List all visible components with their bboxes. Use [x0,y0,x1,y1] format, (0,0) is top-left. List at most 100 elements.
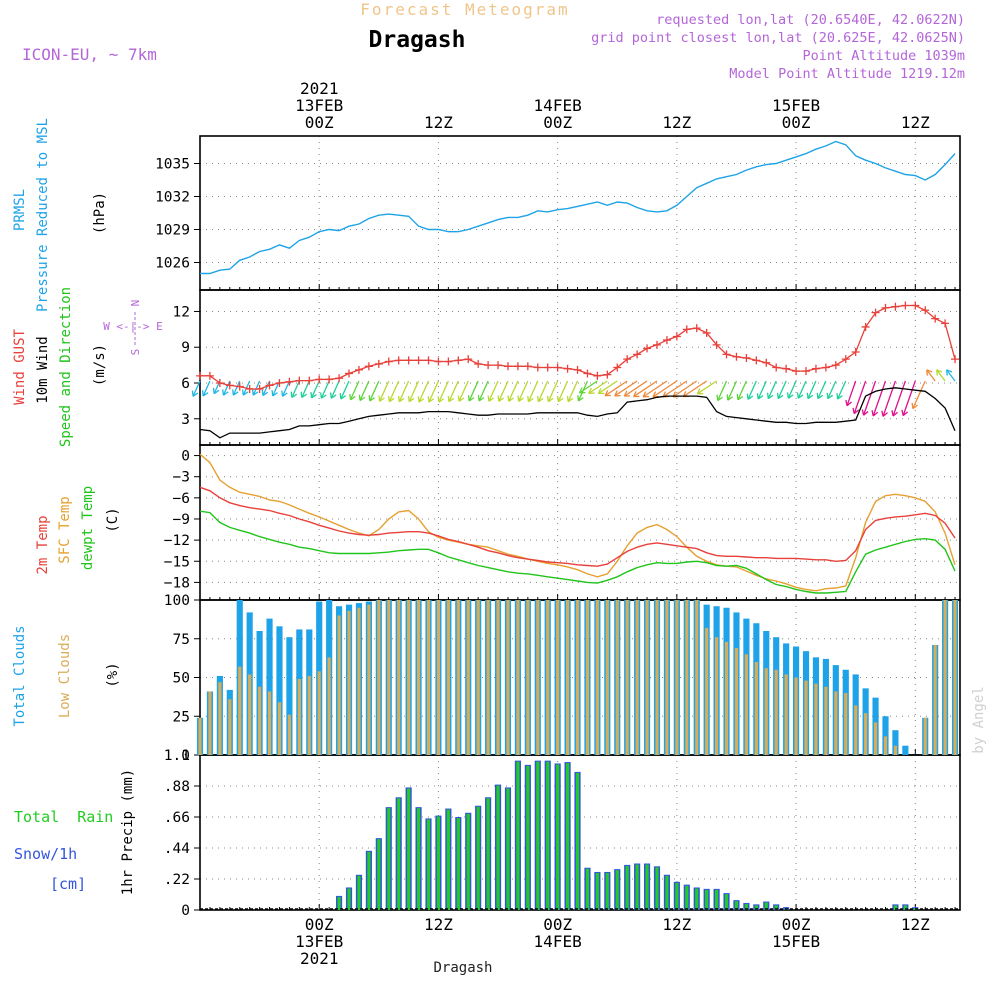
panel-frame [199,444,961,601]
y-tick-label: .44 [164,841,190,857]
low-cloud-bar [864,713,868,755]
top-time-label: 14FEB [534,96,582,115]
wind-arrow-head [766,392,769,399]
rain-bar [685,885,689,910]
wind-arrow-head [787,394,794,399]
top-time-label: 13FEB [295,96,343,115]
wind-arrow [757,380,767,400]
wind-arrow-head [272,392,278,397]
temp-unit: (C) [105,507,121,532]
low-cloud-bar [337,615,341,755]
credit-label: by Angel [971,686,987,753]
wind-arrow-head [806,392,809,399]
gust-marker [603,370,612,379]
wind10-label: 10m Wind [35,336,51,403]
gust-marker [792,367,801,376]
wind-arrow [662,380,688,398]
low-cloud-bar [695,600,699,755]
y-tick-label: 25 [173,709,190,725]
wind-arrow-head [632,391,637,397]
wind-arrow-head [212,387,215,394]
wind-arrow-head [438,398,445,403]
low-cloud-bar [546,600,550,755]
wind-unit: (m/s) [92,344,108,386]
gust-marker [325,375,334,384]
y-tick-label: −18 [164,575,190,591]
wind-arrow-head [717,396,723,402]
rain-bar [585,868,590,910]
wind-arrow-head [261,389,264,396]
gust-marker [583,369,592,378]
prmsl-line [200,140,956,275]
wind-arrow [508,380,519,402]
temp2m-line [199,486,956,567]
wind-arrow [633,380,658,398]
gust-marker [881,303,890,312]
wind-arrow-head [311,394,317,399]
gust-marker [444,357,453,366]
wind-arrow [488,380,499,402]
model-label: ICON-EU, ~ 7km [22,45,157,64]
wind-arrow [369,380,380,402]
y-tick-label: 1035 [155,157,190,173]
cloud-unit: (%) [105,662,121,687]
gust-marker [941,319,950,328]
y-tick-label: 75 [173,632,190,648]
gust-marker [802,367,811,376]
wind-arrow-head [359,396,366,402]
gust-marker [245,384,254,393]
gust-marker [563,364,572,373]
low-cloud-bar [635,600,639,755]
wind-arrow [438,380,449,403]
rain-bar [575,772,580,910]
rain-bar [337,896,341,910]
gust-marker [553,363,562,372]
low-cloud-label: Low Clouds [57,634,73,718]
wind-arrow [320,380,330,399]
gust-marker [285,377,294,386]
gust-marker [831,361,840,370]
low-cloud-bar [327,657,331,755]
low-cloud-bar [377,600,381,755]
wind-arrow-head [881,410,884,417]
low-cloud-bar [774,669,778,755]
prmsl-label: PRMSL [12,189,28,231]
y-tick-label: 3 [181,412,190,428]
gust-marker [891,302,900,311]
low-cloud-bar [228,699,232,755]
wind-arrow [817,380,827,399]
wind-arrow-head [756,393,759,400]
total-cloud-bar [882,716,889,755]
wind-arrow [349,380,360,401]
gust-marker [841,355,850,364]
sfc-label: SFC Temp [57,496,73,563]
low-cloud-bar [734,648,739,755]
low-cloud-bar [466,600,470,755]
low-cloud-bar [605,600,609,755]
wind-arrow [717,380,728,401]
low-cloud-bar [923,717,927,755]
wind-arrow-head [232,391,239,396]
rain-bar [357,875,361,910]
low-cloud-bar [705,627,709,755]
wind-arrow [598,380,618,395]
wind-arrow [567,380,579,402]
wind-arrow [623,380,648,397]
wind-arrow [262,380,271,396]
wind-arrow-head [577,395,580,402]
wind-arrow-head [407,395,410,402]
bottom-time-label: 12Z [424,915,453,934]
wind-arrow-head [389,397,395,403]
wind-arrow-head [517,395,520,402]
gust-marker [404,356,413,365]
rain-bar [774,905,778,910]
dewpt-line [199,510,956,594]
wind-arrow-head [448,397,455,403]
gust-marker [354,365,363,374]
low-cloud-bar [585,600,590,755]
gust-marker [752,356,761,365]
y-tick-label: .88 [164,779,190,795]
wind-arrow-head [379,397,385,402]
wind-arrow-head [467,395,470,402]
gust-marker [414,356,423,365]
